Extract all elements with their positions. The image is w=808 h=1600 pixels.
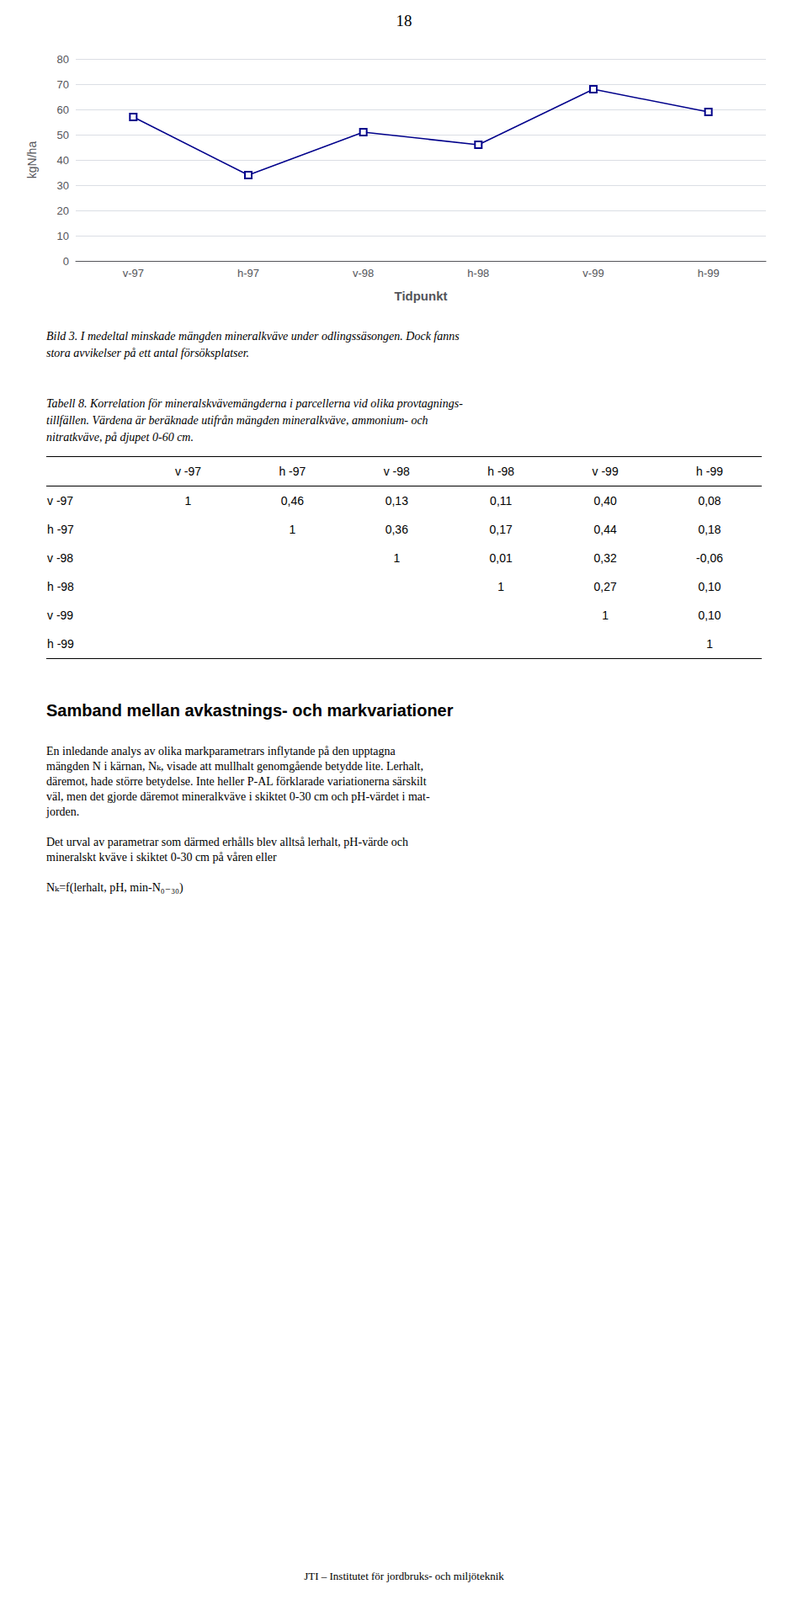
- html-text:h -97: h -97: [278, 464, 306, 479]
- html-text:0,46: 0,46: [280, 494, 304, 508]
- svg-text:0: 0: [63, 255, 70, 268]
- html-text:1: 1: [601, 608, 609, 622]
- svg-text:60: 60: [57, 103, 70, 117]
- html-text:v -97: v -97: [47, 494, 74, 508]
- svg-text:40: 40: [57, 154, 70, 167]
- html-text:0,32: 0,32: [593, 551, 617, 565]
- html-text:18: 18: [396, 11, 412, 30]
- svg-text:Tidpunkt: Tidpunkt: [393, 288, 447, 303]
- html-text:-0,06: -0,06: [696, 551, 723, 565]
- html-text:nitratkväve, på djupet 0-60 cm: nitratkväve, på djupet 0-60 cm.: [46, 430, 194, 444]
- html-text:väl, men det gjorde däremot mi: väl, men det gjorde däremot mineralkväve…: [46, 790, 430, 803]
- html-text:0,13: 0,13: [385, 494, 409, 508]
- svg-text:h-98: h-98: [467, 266, 490, 280]
- html-text:0,18: 0,18: [698, 522, 722, 537]
- html-text:Nₖ=f(lerhalt, pH, min-N₀₋₃₀): Nₖ=f(lerhalt, pH, min-N₀₋₃₀): [46, 881, 184, 894]
- html-text:h -97: h -97: [47, 522, 74, 537]
- html-text:v -98: v -98: [47, 551, 74, 565]
- svg-text:v-99: v-99: [582, 266, 604, 280]
- html-text:h -99: h -99: [696, 464, 723, 479]
- svg-text:h-99: h-99: [697, 266, 720, 280]
- html-text:tillfällen. Värdena är beräkna: tillfällen. Värdena är beräknade utifrån…: [46, 414, 429, 427]
- html-text:1: 1: [184, 494, 192, 508]
- html-text:1: 1: [289, 522, 296, 537]
- svg-text:h-97: h-97: [237, 266, 260, 280]
- html-text:0,36: 0,36: [385, 522, 409, 537]
- html-text:En inledande analys av olika m: En inledande analys av olika markparamet…: [46, 744, 396, 758]
- html-text:jorden.: jorden.: [46, 805, 80, 819]
- svg-text:v-97: v-97: [122, 266, 144, 280]
- html-text:v -99: v -99: [47, 608, 74, 622]
- html-text:h -99: h -99: [47, 637, 74, 651]
- svg-text:kgN/ha: kgN/ha: [25, 141, 39, 180]
- html-text:1: 1: [393, 551, 400, 565]
- html-text:v -98: v -98: [383, 464, 410, 479]
- html-text:0,01: 0,01: [489, 551, 513, 565]
- html-text:0,10: 0,10: [698, 579, 722, 594]
- svg-text:10: 10: [57, 229, 70, 243]
- html-text:h -98: h -98: [487, 464, 515, 479]
- html-text:1: 1: [706, 637, 713, 651]
- html-text:0,27: 0,27: [593, 579, 617, 594]
- svg-text:20: 20: [57, 204, 70, 218]
- html-text:0,08: 0,08: [698, 494, 722, 508]
- html-text:däremot, hade större betydelse: däremot, hade större betydelse. Inte hel…: [46, 775, 427, 788]
- html-text:Samband mellan avkastnings- oc: Samband mellan avkastnings- och markvari…: [46, 701, 454, 720]
- html-text:mineralskt kväve i skiktet 0-3: mineralskt kväve i skiktet 0-30 cm på vå…: [46, 850, 277, 864]
- svg-text:80: 80: [57, 53, 70, 66]
- html-text:0,44: 0,44: [593, 522, 617, 537]
- html-text:Tabell 8. Korrelation för mine: Tabell 8. Korrelation för mineralskvävem…: [46, 397, 463, 410]
- html-text:Det urval av parametrar som dä: Det urval av parametrar som därmed erhål…: [46, 835, 409, 849]
- html-text:0,17: 0,17: [489, 522, 513, 537]
- html-text:v -99: v -99: [592, 464, 619, 479]
- html-text:0,11: 0,11: [489, 494, 512, 508]
- html-text:0,10: 0,10: [698, 608, 722, 622]
- html-text:1: 1: [497, 579, 505, 594]
- html-text:Bild 3. I medeltal minskade mä: Bild 3. I medeltal minskade mängden mine…: [46, 329, 460, 360]
- html-text:JTI – Institutet för jordbruks: JTI – Institutet för jordbruks- och milj…: [304, 1569, 504, 1583]
- svg-text:v-98: v-98: [352, 266, 374, 280]
- html-text:h -98: h -98: [47, 579, 74, 594]
- html-text:mängden N i kärnan, Nₖ, visade: mängden N i kärnan, Nₖ, visade att mullh…: [46, 760, 424, 773]
- html-text:v -97: v -97: [174, 464, 202, 479]
- svg-text:50: 50: [57, 128, 70, 142]
- svg-text:70: 70: [57, 78, 70, 91]
- html-text:0,40: 0,40: [593, 494, 617, 508]
- svg-text:30: 30: [57, 179, 70, 192]
